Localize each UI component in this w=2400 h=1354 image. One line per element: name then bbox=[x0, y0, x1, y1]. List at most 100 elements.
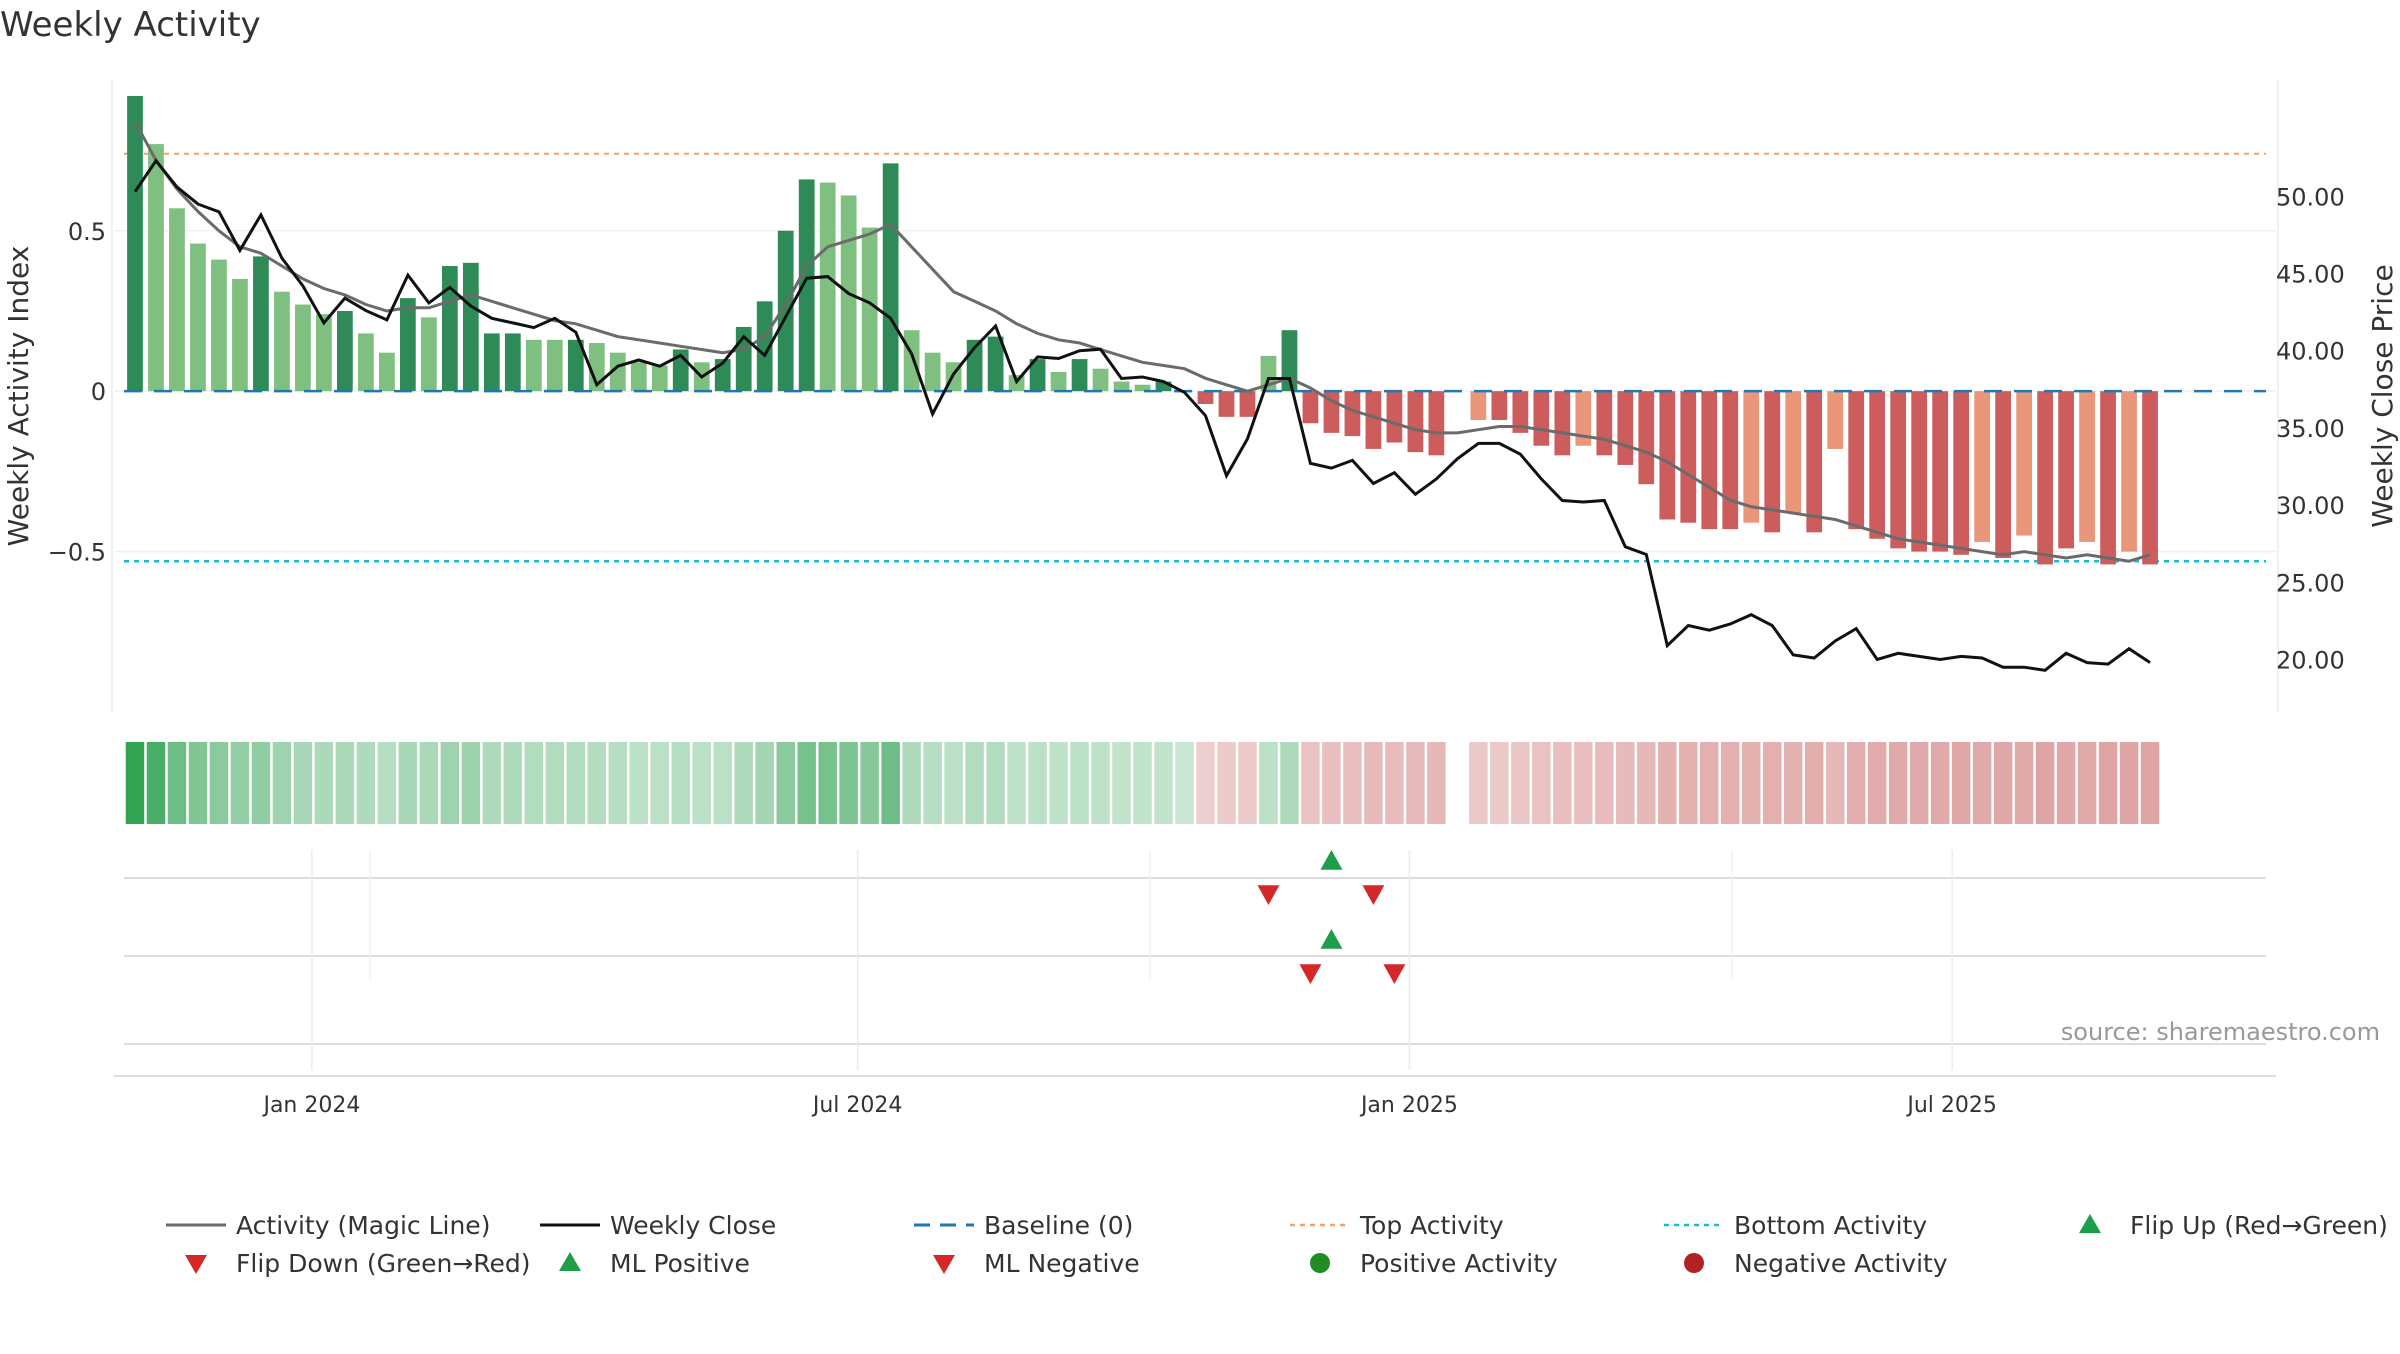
activity-strip-cell bbox=[524, 742, 544, 824]
x-tick-label: Jul 2025 bbox=[1905, 1093, 1997, 1118]
activity-bar bbox=[420, 317, 437, 392]
legend-label: Flip Down (Green→Red) bbox=[236, 1249, 531, 1278]
activity-bar bbox=[399, 298, 416, 392]
activity-bar bbox=[987, 336, 1004, 392]
activity-bar bbox=[1827, 391, 1844, 449]
activity-strip-cell bbox=[2098, 742, 2118, 824]
activity-bar bbox=[1407, 391, 1424, 453]
activity-strip-cell bbox=[2140, 742, 2160, 824]
legend-label: Positive Activity bbox=[1360, 1249, 1558, 1278]
activity-strip-cell bbox=[755, 742, 774, 824]
activity-bar bbox=[1764, 391, 1781, 533]
activity-bar bbox=[651, 365, 668, 392]
activity-strip-cell bbox=[1532, 742, 1551, 824]
activity-strip-cell bbox=[1658, 742, 1677, 824]
activity-strip-cell bbox=[2035, 742, 2055, 824]
activity-bar bbox=[232, 278, 248, 392]
legend-label: Bottom Activity bbox=[1734, 1211, 1927, 1240]
activity-strip-cell bbox=[1469, 742, 1488, 824]
legend-swatch bbox=[933, 1255, 955, 1274]
activity-strip-cell bbox=[1301, 742, 1320, 824]
activity-bar bbox=[1617, 391, 1634, 465]
legend-label: ML Negative bbox=[984, 1249, 1140, 1278]
activity-strip-cell bbox=[482, 742, 502, 824]
activity-bar bbox=[1071, 359, 1088, 392]
activity-bar bbox=[1302, 391, 1319, 424]
x-tick-label: Jan 2025 bbox=[1359, 1093, 1458, 1118]
main-plot: 0.5 0 −0.5 50.00 45.00 40.00 35.00 30.00 25.00 20… bbox=[48, 80, 2345, 712]
activity-strip-cell bbox=[2119, 742, 2139, 824]
activity-strip-cell bbox=[986, 742, 1005, 824]
activity-bar bbox=[1890, 391, 1907, 549]
activity-strip-cell bbox=[2077, 742, 2097, 824]
activity-strip-cell bbox=[1238, 742, 1257, 824]
right-tick-label: 40.00 bbox=[2276, 338, 2345, 366]
activity-bar bbox=[1197, 391, 1214, 404]
right-tick-label: 20.00 bbox=[2276, 647, 2345, 675]
activity-strip-cell bbox=[1762, 742, 1782, 824]
right-tick-label: 25.00 bbox=[2276, 569, 2345, 597]
activity-bar bbox=[274, 291, 290, 392]
marker-down bbox=[1383, 964, 1406, 984]
activity-bar bbox=[358, 333, 374, 392]
activity-bar bbox=[1932, 391, 1949, 552]
activity-strip-cell bbox=[1028, 742, 1047, 824]
legend-label: ML Positive bbox=[610, 1249, 750, 1278]
activity-strip-cell bbox=[1091, 742, 1110, 824]
chart-title: Weekly Activity bbox=[0, 5, 261, 45]
activity-bar bbox=[127, 96, 143, 392]
activity-bar bbox=[441, 266, 458, 392]
legend-label: Flip Up (Red→Green) bbox=[2130, 1211, 2388, 1240]
activity-strip bbox=[125, 742, 2160, 824]
activity-strip-cell bbox=[1595, 742, 1614, 824]
activity-strip-cell bbox=[881, 742, 900, 824]
activity-bar bbox=[777, 230, 794, 392]
activity-bar bbox=[1869, 391, 1886, 539]
activity-strip-cell bbox=[1511, 742, 1530, 824]
activity-bar bbox=[819, 182, 836, 392]
activity-bar bbox=[2058, 391, 2074, 549]
activity-strip-cell bbox=[377, 742, 397, 824]
activity-strip-cell bbox=[1490, 742, 1509, 824]
activity-bar bbox=[1365, 391, 1382, 449]
activity-strip-cell bbox=[1175, 742, 1194, 824]
activity-strip-cell bbox=[1972, 742, 1992, 824]
marker-down bbox=[1362, 885, 1385, 905]
activity-bar bbox=[567, 339, 584, 392]
activity-strip-cell bbox=[902, 742, 921, 824]
legend-swatch bbox=[1684, 1253, 1704, 1273]
activity-strip-cell bbox=[1007, 742, 1026, 824]
activity-bar bbox=[2079, 391, 2095, 542]
legend-swatch bbox=[185, 1255, 207, 1274]
activity-bar bbox=[1722, 391, 1739, 530]
activity-strip-cell bbox=[965, 742, 984, 824]
activity-bar bbox=[798, 179, 815, 392]
activity-strip-cell bbox=[419, 742, 439, 824]
activity-strip-cell bbox=[1553, 742, 1572, 824]
activity-bar bbox=[1680, 391, 1697, 523]
activity-strip-cell bbox=[692, 742, 711, 824]
activity-bar bbox=[1848, 391, 1865, 530]
activity-bar bbox=[295, 304, 311, 392]
activity-strip-cell bbox=[1385, 742, 1404, 824]
activity-bar bbox=[379, 352, 395, 392]
activity-bar bbox=[1533, 391, 1550, 446]
activity-bar bbox=[1953, 391, 1970, 555]
activity-bar bbox=[903, 330, 920, 392]
activity-strip-cell bbox=[1322, 742, 1341, 824]
activity-bar bbox=[1596, 391, 1613, 456]
activity-bar bbox=[1974, 391, 1991, 542]
activity-strip-cell bbox=[1343, 742, 1362, 824]
activity-strip-cell bbox=[1133, 742, 1152, 824]
activity-strip-cell bbox=[2056, 742, 2076, 824]
activity-strip-cell bbox=[1804, 742, 1824, 824]
activity-strip-cell bbox=[860, 742, 879, 824]
activity-strip-cell bbox=[1721, 742, 1740, 824]
marker-down bbox=[1257, 885, 1280, 905]
activity-bar bbox=[504, 333, 521, 392]
legend: Activity (Magic Line) Weekly Close Baselin… bbox=[166, 1211, 2388, 1278]
activity-bar bbox=[588, 343, 605, 392]
activity-bar bbox=[924, 352, 941, 392]
activity-bar bbox=[861, 227, 878, 392]
activity-strip-cell bbox=[188, 742, 208, 824]
